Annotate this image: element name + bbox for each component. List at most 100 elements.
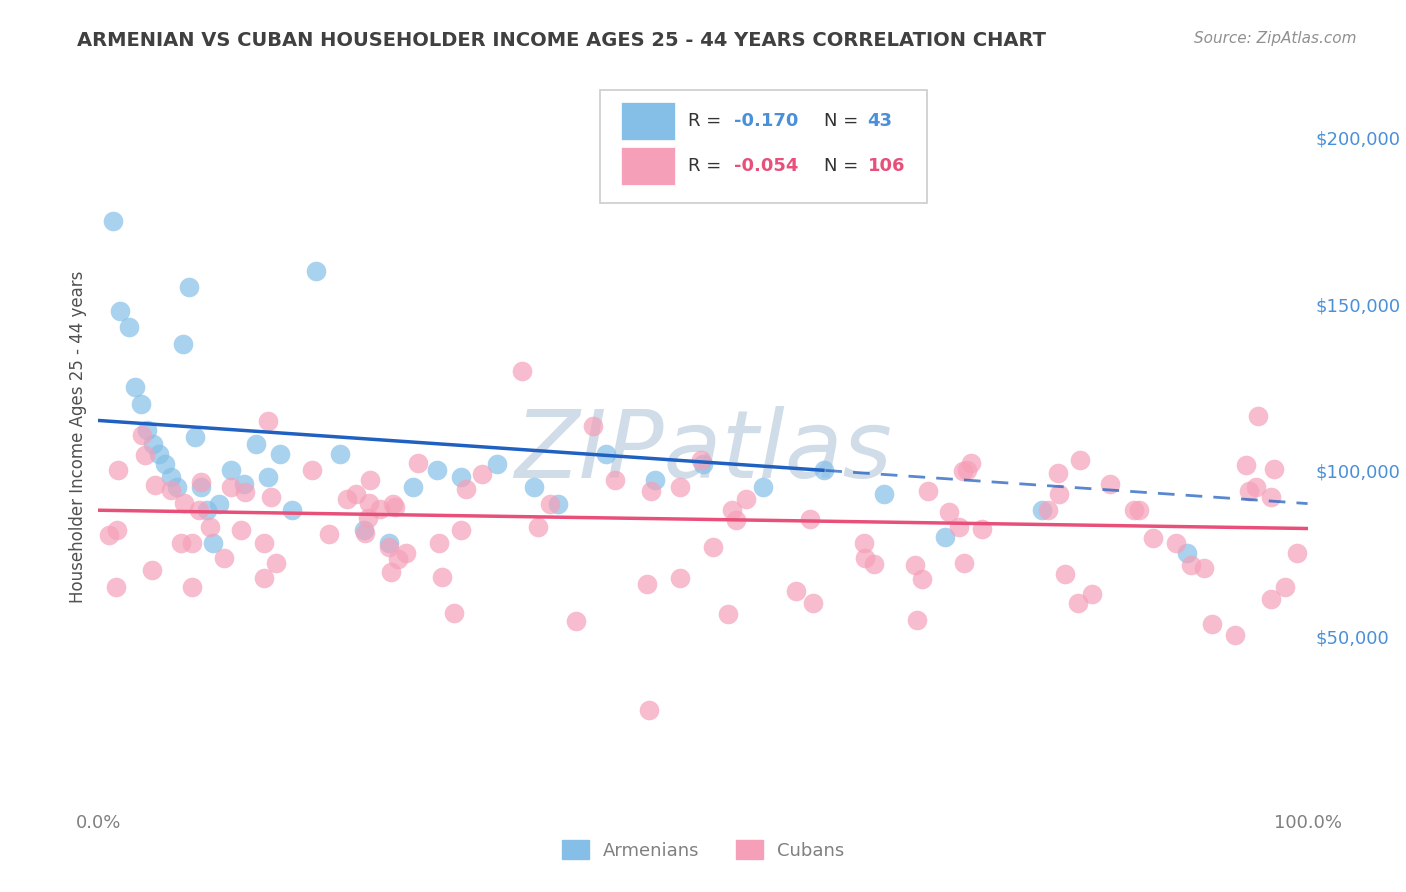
Point: [141, 563, 163, 577]
Point: [948, 520, 970, 534]
Text: Source: ZipAtlas.com: Source: ZipAtlas.com: [1194, 31, 1357, 46]
Point: [208, 497, 231, 511]
Point: [384, 500, 406, 515]
Point: [1180, 558, 1202, 573]
Point: [917, 483, 939, 498]
Point: [938, 505, 960, 519]
Point: [202, 536, 225, 550]
Point: [717, 607, 740, 622]
Point: [873, 486, 896, 500]
Point: [380, 565, 402, 579]
Point: [905, 613, 928, 627]
Point: [264, 557, 287, 571]
Point: [172, 337, 194, 351]
Point: [669, 480, 692, 494]
FancyBboxPatch shape: [600, 90, 927, 203]
Point: [153, 457, 176, 471]
Point: [565, 614, 588, 628]
Point: [198, 520, 221, 534]
Point: [934, 530, 956, 544]
Point: [190, 480, 212, 494]
Point: [1081, 587, 1104, 601]
Point: [402, 480, 425, 494]
Point: [1142, 532, 1164, 546]
Point: [427, 535, 450, 549]
Point: [260, 490, 283, 504]
Point: [430, 570, 453, 584]
Point: [443, 606, 465, 620]
Point: [221, 480, 243, 494]
Point: [329, 447, 352, 461]
Point: [1234, 458, 1257, 473]
Point: [170, 536, 193, 550]
Point: [1128, 503, 1150, 517]
Point: [357, 511, 380, 525]
Point: [952, 464, 974, 478]
Point: [970, 522, 993, 536]
Text: ZIPatlas: ZIPatlas: [515, 406, 891, 497]
Point: [108, 303, 131, 318]
Point: [245, 436, 267, 450]
Point: [1175, 546, 1198, 560]
Point: [166, 480, 188, 494]
Point: [1047, 466, 1070, 480]
Point: [1069, 452, 1091, 467]
Point: [318, 527, 340, 541]
Point: [181, 580, 204, 594]
Point: [221, 463, 243, 477]
Point: [378, 540, 401, 554]
Point: [105, 523, 128, 537]
Point: [129, 397, 152, 411]
Point: [101, 214, 124, 228]
Point: [107, 463, 129, 477]
Point: [702, 540, 724, 554]
Point: [959, 456, 981, 470]
Point: [395, 546, 418, 560]
Point: [813, 463, 835, 477]
Point: [853, 550, 876, 565]
Point: [195, 503, 218, 517]
Text: 106: 106: [868, 158, 905, 176]
Point: [1263, 462, 1285, 476]
Point: [143, 478, 166, 492]
Text: -0.054: -0.054: [734, 158, 799, 176]
Point: [450, 470, 472, 484]
Point: [173, 496, 195, 510]
Point: [235, 485, 257, 500]
Point: [190, 475, 212, 489]
Point: [526, 519, 548, 533]
Point: [212, 550, 235, 565]
Point: [734, 492, 756, 507]
Point: [134, 448, 156, 462]
Point: [1274, 580, 1296, 594]
Point: [450, 523, 472, 537]
Point: [911, 572, 934, 586]
Text: R =: R =: [689, 158, 727, 176]
Point: [1260, 592, 1282, 607]
Text: -0.170: -0.170: [734, 112, 799, 130]
Point: [426, 463, 449, 477]
Point: [1223, 628, 1246, 642]
Point: [471, 467, 494, 481]
Point: [752, 480, 775, 494]
Point: [1036, 503, 1059, 517]
FancyBboxPatch shape: [621, 102, 675, 140]
Point: [523, 480, 546, 494]
Point: [231, 523, 253, 537]
Point: [603, 473, 626, 487]
Text: ARMENIAN VS CUBAN HOUSEHOLDER INCOME AGES 25 - 44 YEARS CORRELATION CHART: ARMENIAN VS CUBAN HOUSEHOLDER INCOME AGE…: [77, 31, 1046, 50]
Point: [1237, 483, 1260, 498]
Point: [638, 703, 661, 717]
Point: [547, 497, 569, 511]
Point: [181, 536, 204, 550]
Point: [124, 380, 146, 394]
Point: [1067, 596, 1090, 610]
Point: [1246, 480, 1268, 494]
Text: R =: R =: [689, 112, 727, 130]
Point: [305, 264, 328, 278]
Point: [1201, 617, 1223, 632]
Point: [538, 497, 561, 511]
Point: [232, 476, 254, 491]
Y-axis label: Householder Income Ages 25 - 44 years: Householder Income Ages 25 - 44 years: [69, 271, 87, 603]
Point: [692, 457, 714, 471]
